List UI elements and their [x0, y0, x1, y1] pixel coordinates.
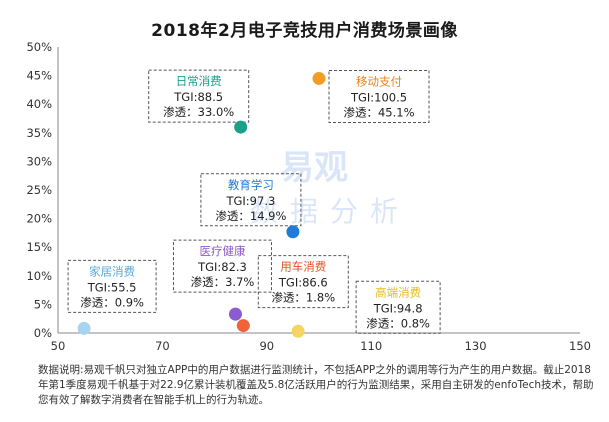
tgi-label: TGI:82.3	[197, 260, 247, 274]
point-name-label: 日常消费	[176, 74, 222, 88]
penetration-label: 渗透：45.1%	[343, 105, 414, 119]
x-tick-label: 90	[259, 339, 274, 353]
point-name-label: 家居消费	[89, 264, 135, 278]
penetration-label: 渗透：0.9%	[80, 295, 144, 309]
data-point	[236, 319, 250, 333]
data-point	[234, 120, 248, 134]
annotation-box	[328, 69, 430, 123]
point-name-label: 教育学习	[228, 178, 274, 192]
x-tick-label: 130	[465, 339, 487, 353]
y-tick-label: 40%	[26, 97, 52, 111]
point-name-label: 移动支付	[356, 74, 402, 88]
penetration-label: 渗透：14.9%	[215, 209, 286, 223]
y-tick-label: 0%	[34, 326, 52, 340]
penetration-label: 渗透：1.8%	[271, 291, 335, 305]
penetration-label: 渗透：0.8%	[366, 316, 430, 330]
y-tick-label: 20%	[26, 212, 52, 226]
y-tick-label: 15%	[26, 240, 52, 254]
point-name-label: 高端消费	[375, 285, 421, 299]
penetration-label: 渗透：33.0%	[163, 105, 234, 119]
data-point	[291, 324, 305, 338]
data-point	[286, 225, 300, 239]
y-tick-label: 45%	[26, 69, 52, 83]
data-point	[77, 321, 91, 335]
annotation-box	[355, 280, 441, 334]
data-point	[312, 71, 326, 85]
y-tick-label: 5%	[34, 297, 52, 311]
data-point	[228, 307, 242, 321]
x-tick-label: 70	[155, 339, 170, 353]
tgi-label: TGI:55.5	[87, 280, 137, 294]
point-name-label: 医疗健康	[199, 244, 245, 258]
y-tick-label: 35%	[26, 126, 52, 140]
tgi-label: TGI:97.3	[225, 194, 275, 208]
footnote: 数据说明:易观千帆只对独立APP中的用户数据进行监测统计，不包括APP之外的调用…	[38, 364, 594, 406]
tgi-label: TGI:86.6	[278, 276, 328, 290]
y-tick-label: 10%	[26, 269, 52, 283]
tgi-label: TGI:94.8	[373, 301, 423, 315]
x-tick-label: 50	[51, 339, 66, 353]
x-tick-label: 110	[360, 339, 382, 353]
tgi-label: TGI:100.5	[350, 90, 407, 104]
y-tick-label: 25%	[26, 183, 52, 197]
penetration-label: 渗透：3.7%	[191, 275, 255, 289]
y-tick-label: 50%	[26, 40, 52, 54]
x-tick-label: 150	[569, 339, 591, 353]
annotation-box	[148, 69, 250, 123]
scatter-chart: 0% 5% 10% 15% 20% 25% 30% 35% 40% 45% 50% 50 70 90 110…	[26, 40, 591, 353]
chart-title: 2018年2月电子竞技用户消费场景画像	[151, 21, 458, 41]
annotation-box	[200, 173, 302, 227]
point-name-label: 用车消费	[280, 260, 326, 274]
y-tick-label: 30%	[26, 154, 52, 168]
annotation-box	[257, 255, 349, 309]
tgi-label: TGI:88.5	[173, 90, 223, 104]
